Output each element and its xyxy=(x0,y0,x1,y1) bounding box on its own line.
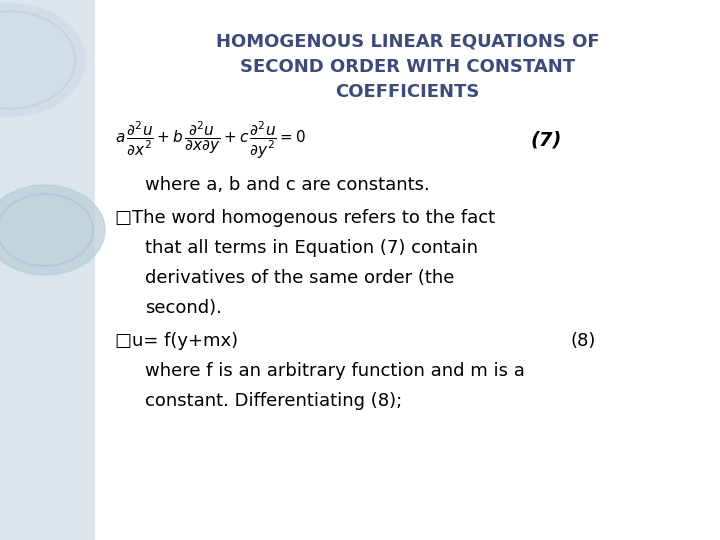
Text: HOMOGENOUS LINEAR EQUATIONS OF: HOMOGENOUS LINEAR EQUATIONS OF xyxy=(216,33,599,51)
Text: constant. Differentiating (8);: constant. Differentiating (8); xyxy=(145,392,402,410)
Text: second).: second). xyxy=(145,299,222,317)
Text: SECOND ORDER WITH CONSTANT: SECOND ORDER WITH CONSTANT xyxy=(240,58,575,76)
Text: (7): (7) xyxy=(530,131,562,150)
Text: COEFFICIENTS: COEFFICIENTS xyxy=(336,83,480,101)
Circle shape xyxy=(0,185,105,275)
Text: derivatives of the same order (the: derivatives of the same order (the xyxy=(145,269,454,287)
Text: where f is an arbitrary function and m is a: where f is an arbitrary function and m i… xyxy=(145,362,525,380)
Text: where a, b and c are constants.: where a, b and c are constants. xyxy=(145,176,430,194)
Text: (8): (8) xyxy=(570,332,595,350)
Text: □u= f(y+mx): □u= f(y+mx) xyxy=(115,332,238,350)
Text: □The word homogenous refers to the fact: □The word homogenous refers to the fact xyxy=(115,209,495,227)
Text: $a\,\dfrac{\partial^2 u}{\partial x^2} + b\,\dfrac{\partial^2 u}{\partial x \par: $a\,\dfrac{\partial^2 u}{\partial x^2} +… xyxy=(115,119,306,160)
Text: that all terms in Equation (7) contain: that all terms in Equation (7) contain xyxy=(145,239,478,257)
Bar xyxy=(0,0,95,540)
Circle shape xyxy=(0,4,85,116)
